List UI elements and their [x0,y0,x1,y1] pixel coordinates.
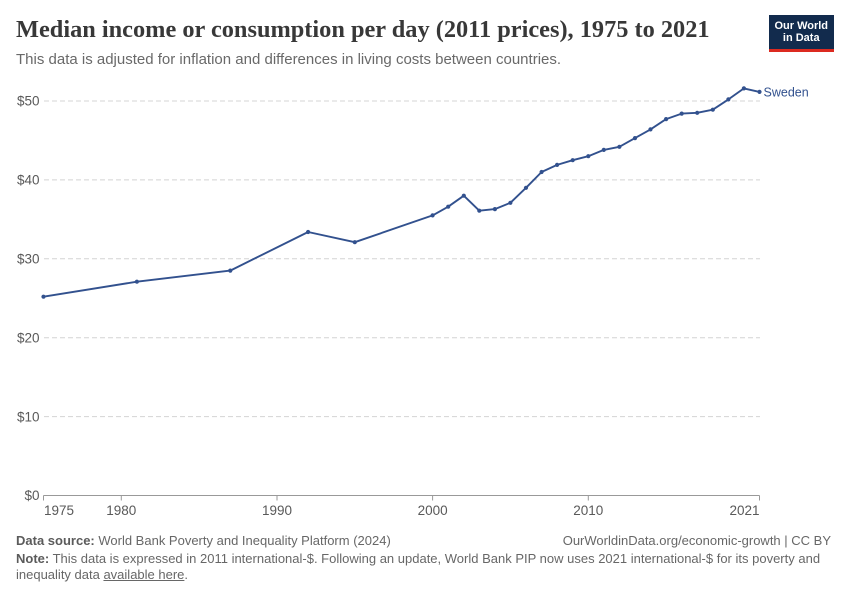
svg-text:$40: $40 [17,173,40,188]
svg-text:Sweden: Sweden [764,86,809,100]
svg-text:$10: $10 [17,409,40,424]
svg-text:1980: 1980 [106,503,136,518]
svg-text:2021: 2021 [729,503,759,518]
svg-text:$0: $0 [24,488,39,503]
svg-text:$20: $20 [17,330,40,345]
svg-text:2000: 2000 [418,503,448,518]
svg-text:$50: $50 [17,94,40,109]
svg-text:$30: $30 [17,252,40,267]
svg-text:1990: 1990 [262,503,292,518]
svg-text:2010: 2010 [573,503,603,518]
svg-text:1975: 1975 [44,503,74,518]
